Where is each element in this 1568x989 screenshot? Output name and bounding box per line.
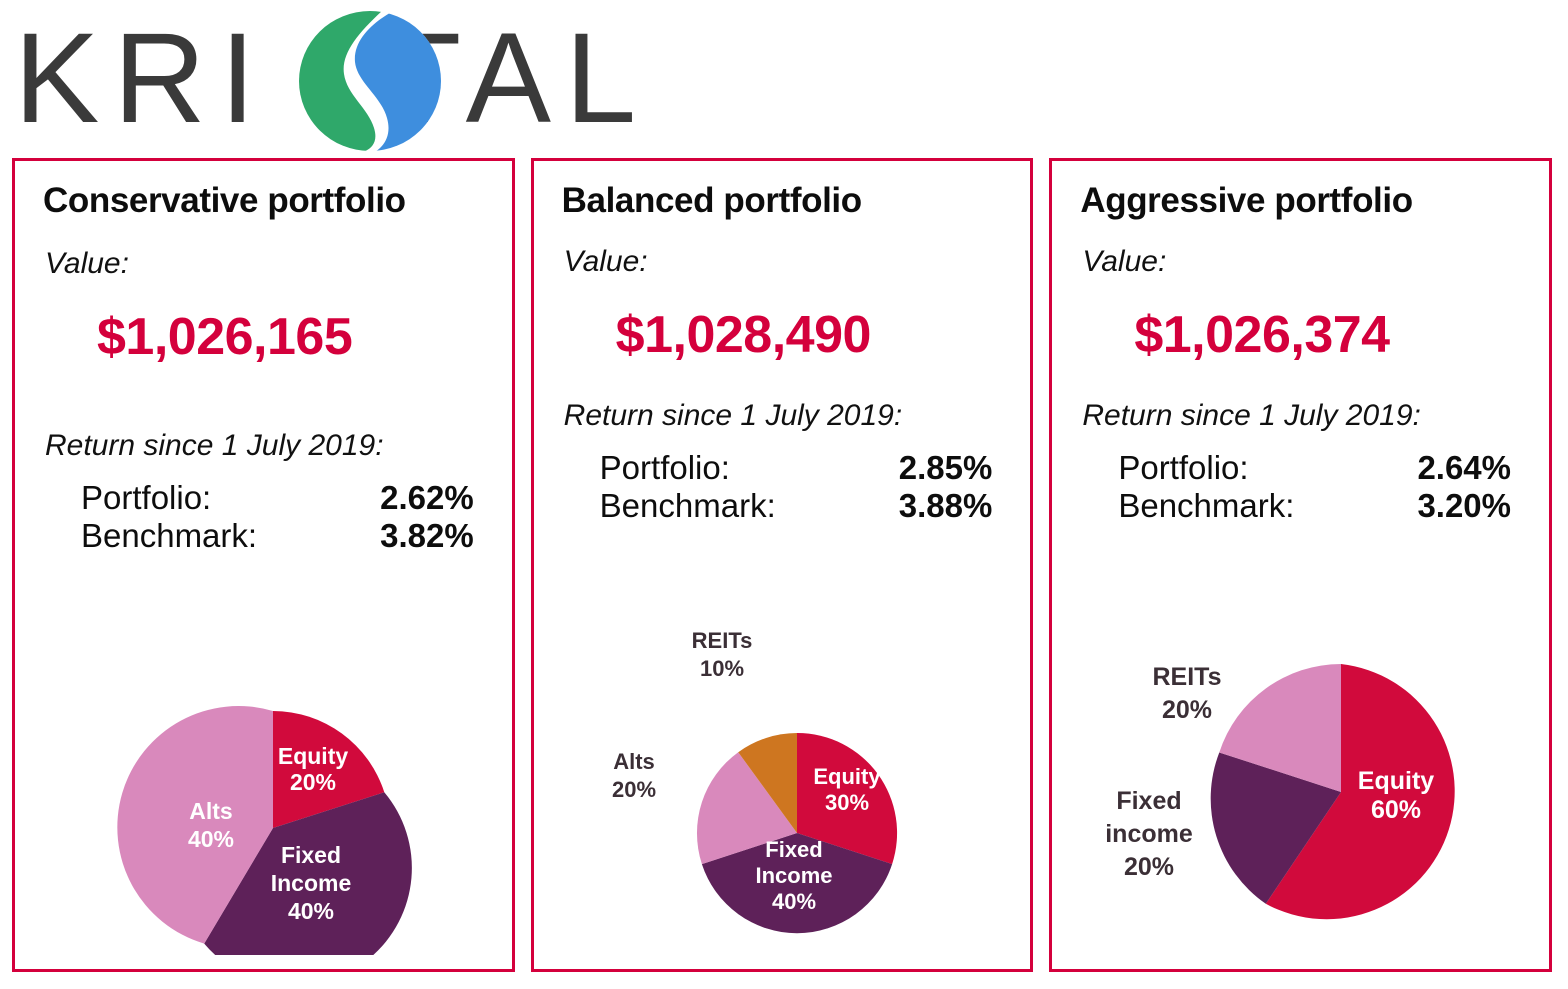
table-row: Portfolio: 2.85%	[600, 449, 993, 487]
row-label: Benchmark:	[1118, 487, 1295, 525]
pie-slice-reits[interactable]	[738, 733, 797, 833]
pie-label-reits-pct: 20%	[1162, 696, 1212, 724]
pie-slice-fixed-income[interactable]	[701, 833, 893, 934]
pie-label-equity-name: Equity	[813, 764, 881, 789]
returns-table: Portfolio: 2.85% Benchmark: 3.88%	[600, 449, 993, 526]
pie-slice-fixed-income[interactable]	[204, 792, 413, 955]
pie-label-fixed-name-1: Fixed	[281, 842, 341, 868]
row-label: Benchmark:	[81, 517, 258, 555]
table-row: Benchmark: 3.20%	[1118, 487, 1511, 525]
value-label: Value:	[45, 247, 129, 280]
pie-label-alts-pct: 20%	[612, 777, 656, 802]
row-value: 2.85%	[898, 449, 993, 486]
row-label: Benchmark:	[599, 487, 776, 525]
pie-svg: Equity 20% Fixed Income 40% Alts 40%	[117, 706, 413, 955]
portfolio-value: $1,028,490	[615, 306, 872, 364]
pie-label-alts-pct: 40%	[188, 826, 234, 852]
panel-title: Balanced portfolio	[561, 181, 862, 220]
pie-label-reits-name: REITs	[1152, 663, 1221, 691]
panel-title: Aggressive portfolio	[1080, 181, 1413, 220]
brand-logo: KRIOTAL	[14, 4, 714, 154]
row-value: 3.88%	[898, 487, 993, 525]
panel-title: Conservative portfolio	[43, 181, 406, 220]
pie-label-alts-name: Alts	[190, 798, 233, 824]
pie-label-fixed-name-1: Fixed	[1116, 787, 1181, 815]
table-row: Portfolio: 2.64%	[1118, 449, 1511, 487]
row-value: 3.20%	[1417, 487, 1512, 525]
table-row: Benchmark: 3.88%	[600, 487, 993, 525]
pie-label-fixed-name-1: Fixed	[765, 837, 822, 862]
brand-wordmark: KRIOTAL	[14, 4, 650, 154]
allocation-pie-chart-aggressive: Equity 60% Fixed income 20% REITs 20%	[1052, 637, 1549, 947]
value-label: Value:	[563, 245, 648, 278]
pie-slice-alts[interactable]	[696, 752, 797, 865]
table-row: Benchmark: 3.82%	[81, 517, 474, 555]
pie-slice-equity[interactable]	[1265, 664, 1455, 920]
pie-slice-reits[interactable]	[1218, 664, 1341, 792]
pie-label-equity-name: Equity	[1357, 767, 1433, 795]
kristal-leaf-logo-icon	[299, 11, 441, 151]
return-label: Return since 1 July 2019:	[45, 429, 384, 462]
value-label: Value:	[1082, 245, 1167, 278]
pie-slice-equity[interactable]	[273, 711, 385, 828]
pie-label-fixed-pct: 40%	[772, 889, 816, 914]
row-value: 2.64%	[1417, 449, 1512, 486]
portfolio-value: $1,026,165	[97, 308, 353, 366]
pie-label-fixed-name-2: Income	[755, 863, 832, 888]
returns-table: Portfolio: 2.64% Benchmark: 3.20%	[1118, 449, 1511, 526]
returns-table: Portfolio: 2.62% Benchmark: 3.82%	[81, 479, 474, 556]
pie-label-fixed-name-2: income	[1105, 820, 1193, 848]
pie-svg: Equity 60% Fixed income 20% REITs 20%	[1105, 663, 1455, 920]
pie-label-alts-name: Alts	[613, 749, 655, 774]
row-label: Portfolio:	[599, 449, 730, 486]
row-value: 2.62%	[380, 479, 474, 516]
pie-label-fixed-name-2: Income	[271, 870, 352, 896]
pie-label-equity-pct: 30%	[825, 790, 869, 815]
panel-balanced-portfolio[interactable]: Balanced portfolio Value: $1,028,490 Ret…	[530, 158, 1034, 972]
allocation-pie-chart-conservative: Equity 20% Fixed Income 40% Alts 40%	[15, 701, 512, 955]
portfolio-value: $1,026,374	[1134, 306, 1390, 364]
pie-label-fixed-pct: 40%	[288, 898, 334, 924]
allocation-pie-chart-balanced: Equity 30% Fixed Income 40% Alts 20% REI…	[534, 621, 1031, 951]
pie-label-equity-pct: 60%	[1371, 796, 1421, 824]
pie-label-fixed-pct: 20%	[1124, 853, 1174, 881]
panel-conservative-portfolio[interactable]: Conservative portfolio Value: $1,026,165…	[12, 158, 515, 972]
pie-label-equity-pct: 20%	[290, 769, 336, 795]
row-label: Portfolio:	[1118, 449, 1249, 486]
table-row: Portfolio: 2.62%	[81, 479, 474, 517]
pie-slice-fixed-income[interactable]	[1210, 752, 1341, 904]
return-label: Return since 1 July 2019:	[1082, 399, 1421, 432]
brand-wordmark-left: KRI	[14, 7, 270, 150]
pie-label-reits-name: REITs	[692, 628, 753, 653]
pie-slice-alts[interactable]	[117, 706, 274, 944]
row-value: 3.82%	[380, 517, 474, 555]
pie-label-equity-name: Equity	[278, 743, 348, 769]
pie-slice-equity[interactable]	[797, 733, 898, 865]
row-label: Portfolio:	[81, 479, 212, 516]
pie-svg: Equity 30% Fixed Income 40% Alts 20% REI…	[612, 628, 898, 934]
portfolio-panels: Conservative portfolio Value: $1,026,165…	[12, 158, 1553, 972]
return-label: Return since 1 July 2019:	[563, 399, 903, 432]
pie-label-reits-pct: 10%	[700, 656, 744, 681]
panel-aggressive-portfolio[interactable]: Aggressive portfolio Value: $1,026,374 R…	[1049, 158, 1553, 972]
